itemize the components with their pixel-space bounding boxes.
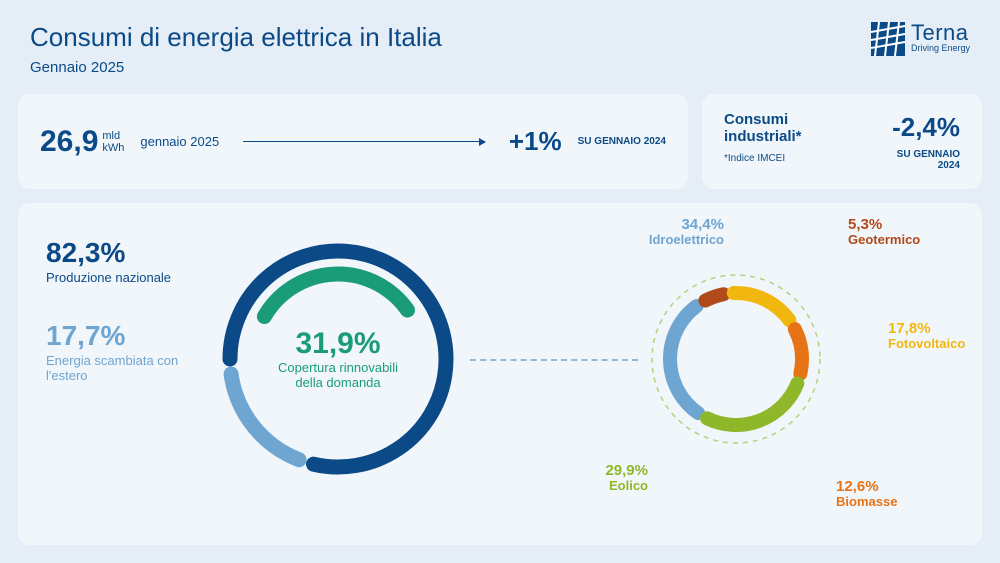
unit-mld: mld [102,130,124,142]
industrial-right: -2,4% SU GENNAIO 2024 [875,112,960,171]
idro-label: Idroelettrico [649,232,724,247]
brand-text: Terna Driving Energy [911,22,970,53]
renewables-pct: 31,9% [295,327,380,361]
donut-sources-wrap [616,239,856,479]
industrial-note: *Indice IMCEI [724,153,863,164]
left-stats: 82,3% Produzione nazionale 17,7% Energia… [46,237,186,418]
stat-production-label: Produzione nazionale [46,271,186,286]
eoli-label: Eolico [609,478,648,493]
eoli-pct: 29,9% [538,463,648,479]
geot-label: Geotermico [848,232,920,247]
card-consumption: 26,9 mld kWh gennaio 2025 +1% SU GENNAIO… [18,94,688,189]
donut-sources [616,239,856,479]
industrial-delta: -2,4% [875,112,960,143]
arrow-icon [243,141,485,142]
consumption-value: 26,9 mld kWh [40,125,124,159]
consumption-compare: SU GENNAIO 2024 [578,136,666,147]
consumption-number: 26,9 [40,125,98,159]
label-idroelettrico: 34,4% Idroelettrico [614,217,724,246]
consumption-delta: +1% [509,126,562,157]
stat-production: 82,3% Produzione nazionale [46,237,186,286]
card-industrial: Consumi industriali* *Indice IMCEI -2,4%… [702,94,982,189]
brand-tagline: Driving Energy [911,44,970,53]
industrial-compare: SU GENNAIO 2024 [875,149,960,171]
stat-exchange-label: Energia scambiata con l'estero [46,354,186,384]
title-block: Consumi di energia elettrica in Italia G… [30,22,442,76]
biom-label: Biomasse [836,494,897,509]
biom-pct: 12,6% [836,479,946,495]
stat-production-value: 82,3% [46,237,186,269]
brand-logo: Terna Driving Energy [871,22,970,56]
foto-pct: 17,8% [888,321,998,337]
foto-label: Fotovoltaico [888,336,965,351]
consumption-units: mld kWh [102,130,124,154]
label-eolico: 29,9% Eolico [538,463,648,492]
geot-pct: 5,3% [848,217,958,233]
label-fotovoltaico: 17,8% Fotovoltaico [888,321,998,350]
label-geotermico: 5,3% Geotermico [848,217,958,246]
consumption-period: gennaio 2025 [140,134,219,149]
renewables-label: Copertura rinnovabili della domanda [268,361,408,391]
terna-logo-icon [871,22,905,56]
top-row: 26,9 mld kWh gennaio 2025 +1% SU GENNAIO… [0,94,1000,189]
header: Consumi di energia elettrica in Italia G… [0,0,1000,86]
stat-exchange: 17,7% Energia scambiata con l'estero [46,320,186,384]
page-subtitle: Gennaio 2025 [30,59,442,76]
idro-pct: 34,4% [614,217,724,233]
unit-kwh: kWh [102,142,124,154]
page-title: Consumi di energia elettrica in Italia [30,22,442,53]
connector-line [470,359,638,361]
stat-exchange-value: 17,7% [46,320,186,352]
card-breakdown: 82,3% Produzione nazionale 17,7% Energia… [18,203,982,545]
donut-main-center: 31,9% Copertura rinnovabili della domand… [208,229,468,489]
brand-name: Terna [911,22,970,44]
industrial-left: Consumi industriali* *Indice IMCEI [724,112,863,164]
label-biomasse: 12,6% Biomasse [836,479,946,508]
industrial-title: Consumi industriali* [724,112,863,145]
